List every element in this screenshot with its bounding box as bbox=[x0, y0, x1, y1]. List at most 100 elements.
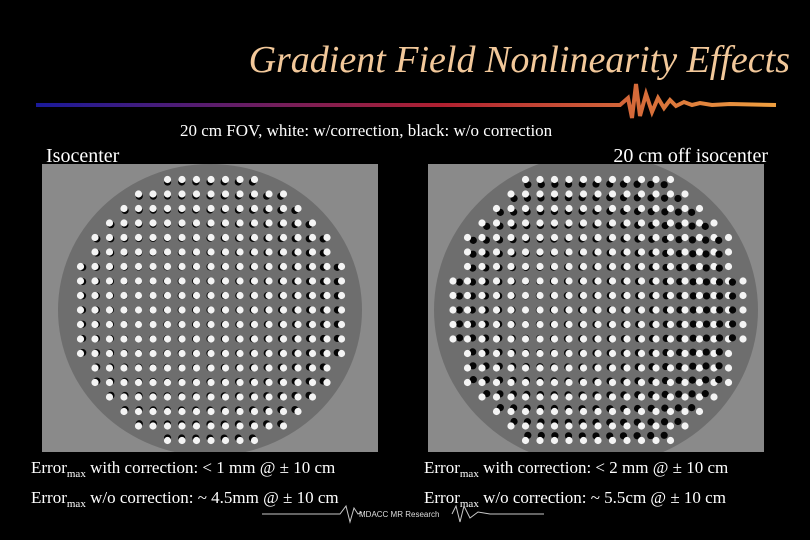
corrected-dot bbox=[652, 436, 660, 445]
corrected-dot bbox=[652, 393, 660, 401]
corrected-dot bbox=[623, 320, 631, 329]
corrected-dot bbox=[652, 204, 660, 213]
uncorrected-dot bbox=[716, 292, 724, 300]
corrected-dot bbox=[250, 204, 259, 213]
corrected-dot bbox=[178, 204, 186, 213]
corrected-dot bbox=[536, 407, 544, 416]
corrected-dot bbox=[76, 306, 85, 314]
corrected-dot bbox=[178, 175, 186, 184]
corrected-dot bbox=[178, 291, 186, 300]
corrected-dot bbox=[565, 349, 573, 358]
uncorrected-dot bbox=[675, 236, 683, 244]
corrected-dot bbox=[134, 306, 143, 314]
corrected-dot bbox=[149, 190, 157, 198]
corrected-dot bbox=[478, 262, 486, 271]
corrected-dot bbox=[695, 407, 704, 416]
corrected-dot bbox=[724, 364, 733, 372]
corrected-dot bbox=[294, 233, 302, 242]
corrected-dot bbox=[250, 306, 259, 314]
corrected-dot bbox=[323, 378, 331, 387]
corrected-dot bbox=[207, 335, 215, 343]
uncorrected-dot bbox=[702, 250, 710, 258]
corrected-dot bbox=[637, 393, 646, 401]
corrected-dot bbox=[550, 277, 559, 285]
corrected-dot bbox=[207, 407, 215, 416]
corrected-dot bbox=[710, 306, 718, 314]
corrected-dot bbox=[279, 335, 288, 343]
corrected-dot bbox=[579, 393, 588, 401]
corrected-dot bbox=[250, 248, 259, 256]
corrected-dot bbox=[149, 204, 157, 213]
uncorrected-dot bbox=[647, 180, 655, 189]
corrected-dot bbox=[308, 378, 317, 387]
corrected-dot bbox=[134, 320, 143, 329]
corrected-dot bbox=[221, 277, 230, 285]
corrected-dot bbox=[579, 277, 588, 285]
corrected-dot bbox=[608, 291, 617, 300]
corrected-dot bbox=[250, 349, 259, 358]
corrected-dot bbox=[536, 320, 544, 329]
corrected-dot bbox=[463, 364, 472, 372]
corrected-dot bbox=[594, 393, 602, 401]
corrected-dot bbox=[594, 436, 602, 445]
corrected-dot bbox=[134, 422, 143, 430]
corrected-dot bbox=[265, 378, 273, 387]
corrected-dot bbox=[236, 436, 244, 445]
corrected-dot bbox=[681, 306, 689, 314]
corrected-dot bbox=[105, 248, 114, 256]
uncorrected-dot bbox=[675, 376, 683, 384]
corrected-dot bbox=[163, 291, 172, 300]
corrected-dot bbox=[207, 262, 215, 271]
corrected-dot bbox=[637, 349, 646, 358]
corrected-dot bbox=[565, 277, 573, 285]
corrected-dot bbox=[91, 306, 99, 314]
corrected-dot bbox=[149, 393, 157, 401]
corrected-dot bbox=[536, 277, 544, 285]
corrected-dot bbox=[550, 306, 559, 314]
corrected-dot bbox=[337, 277, 346, 285]
corrected-dot bbox=[149, 320, 157, 329]
corrected-dot bbox=[478, 393, 486, 401]
corrected-dot bbox=[623, 291, 631, 300]
uncorrected-dot bbox=[674, 194, 682, 203]
uncorrected-dot bbox=[633, 432, 641, 440]
corrected-dot bbox=[521, 262, 530, 271]
corrected-dot bbox=[550, 422, 559, 430]
uncorrected-dot bbox=[660, 431, 668, 439]
corrected-dot bbox=[565, 364, 573, 372]
off-isocenter-error-text: Errormax with correction: < 2 mm @ ± 10 … bbox=[424, 454, 728, 514]
corrected-dot bbox=[478, 306, 486, 314]
corrected-dot bbox=[536, 248, 544, 256]
corrected-dot bbox=[120, 233, 128, 242]
corrected-dot bbox=[637, 320, 646, 329]
corrected-dot bbox=[681, 422, 689, 430]
corrected-dot bbox=[221, 422, 230, 430]
corrected-dot bbox=[594, 248, 602, 256]
corrected-dot bbox=[91, 291, 99, 300]
corrected-dot bbox=[236, 407, 244, 416]
corrected-dot bbox=[294, 306, 302, 314]
corrected-dot bbox=[134, 335, 143, 343]
corrected-dot bbox=[134, 291, 143, 300]
corrected-dot bbox=[507, 407, 515, 416]
corrected-dot bbox=[594, 364, 602, 372]
corrected-dot bbox=[163, 233, 172, 242]
corrected-dot bbox=[637, 378, 646, 387]
corrected-dot bbox=[120, 364, 128, 372]
uncorrected-dot bbox=[675, 362, 683, 370]
corrected-dot bbox=[695, 349, 704, 358]
corrected-dot bbox=[594, 262, 602, 271]
corrected-dot bbox=[250, 378, 259, 387]
uncorrected-dot bbox=[633, 180, 641, 188]
corrected-dot bbox=[623, 262, 631, 271]
corrected-dot bbox=[221, 233, 230, 242]
uncorrected-dot bbox=[469, 250, 477, 258]
corrected-dot bbox=[279, 190, 288, 198]
corrected-dot bbox=[681, 262, 689, 271]
corrected-dot bbox=[163, 364, 172, 372]
corrected-dot bbox=[178, 219, 186, 227]
uncorrected-dot bbox=[647, 431, 655, 440]
uncorrected-dot bbox=[715, 236, 723, 244]
corrected-dot bbox=[178, 262, 186, 271]
corrected-dot bbox=[105, 364, 114, 372]
